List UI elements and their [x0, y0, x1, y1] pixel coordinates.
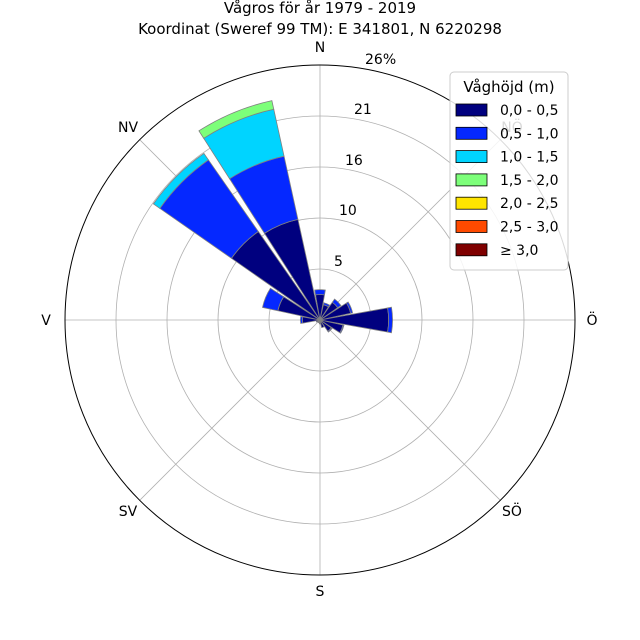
legend: Våghöjd (m) 0,0 - 0,5 0,5 - 1,0 1,0 - 1,5 1… [449, 71, 569, 271]
radial-tick-max: 26% [365, 52, 396, 68]
bar-NNV-bin-3 [198, 100, 275, 139]
direction-label-nw: NV [118, 120, 138, 136]
bar-N-bin-1 [314, 289, 326, 296]
radial-tick-1: 5 [334, 254, 343, 270]
bar-SSÖ-bin-0 [319, 319, 325, 329]
bar-V-bin-1 [299, 316, 304, 324]
legend-swatch-1 [455, 126, 488, 140]
legend-label-0: 0,0 - 0,5 [500, 103, 558, 119]
legend-swatch-2 [455, 150, 488, 164]
bar-NNÖ-bin-1 [322, 302, 331, 308]
legend-title: Våghöjd (m) [463, 78, 554, 96]
legend-label-6: ≥ 3,0 [500, 243, 538, 259]
chart-title-line2: Koordinat (Sweref 99 TM): E 341801, N 62… [138, 20, 502, 38]
bar-SÖ-bin-1 [327, 327, 333, 333]
radial-tick-3: 16 [345, 153, 363, 169]
legend-swatch-3 [455, 173, 488, 187]
bar-VNV-bin-1 [262, 287, 285, 312]
direction-label-sw: SV [119, 504, 138, 520]
rose-bars [152, 100, 393, 334]
radial-tick-2: 10 [339, 203, 357, 219]
bar-Ö-bin-1 [387, 306, 393, 334]
legend-label-3: 1,5 - 2,0 [500, 173, 558, 189]
chart-title-line1: Vågros för år 1979 - 2019 [224, 0, 416, 17]
direction-label-e: Ö [586, 311, 597, 329]
direction-label-n: N [315, 40, 325, 56]
grid-spoke-3 [319, 319, 501, 501]
direction-label-w: V [41, 313, 51, 329]
legend-swatch-6 [455, 243, 488, 257]
legend-label-2: 1,0 - 1,5 [500, 150, 558, 166]
bar-NÖ-bin-1 [331, 298, 342, 309]
legend-label-1: 0,5 - 1,0 [500, 126, 558, 142]
bar-ÖNÖ-bin-1 [345, 301, 354, 314]
outer-circle [64, 64, 576, 576]
legend-swatch-5 [455, 220, 488, 233]
legend-box [449, 71, 569, 271]
legend-swatch-0 [455, 103, 488, 117]
direction-label-se: SÖ [502, 502, 522, 520]
legend-swatch-4 [455, 196, 488, 210]
legend-label-5: 2,5 - 3,0 [500, 220, 558, 236]
bar-ÖSÖ-bin-1 [339, 324, 345, 334]
direction-label-s: S [316, 584, 325, 600]
bar-NV-bin-2 [152, 152, 209, 209]
legend-label-4: 2,0 - 2,5 [500, 196, 558, 212]
legend-items: 0,0 - 0,5 0,5 - 1,0 1,0 - 1,5 1,5 - 2,0 2,0 … [455, 103, 558, 259]
radial-tick-4: 21 [354, 102, 372, 118]
grid-spoke-5 [139, 319, 321, 501]
